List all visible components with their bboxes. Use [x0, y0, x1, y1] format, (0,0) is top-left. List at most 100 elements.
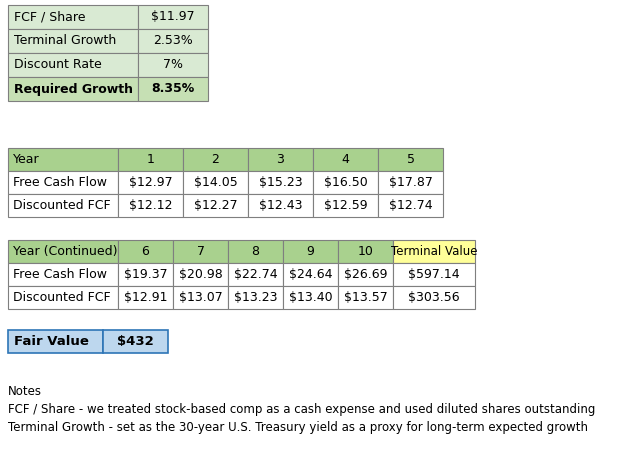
FancyBboxPatch shape [103, 330, 168, 353]
Text: $26.69: $26.69 [344, 268, 387, 281]
Text: 9: 9 [307, 245, 314, 258]
Text: 4: 4 [342, 153, 349, 166]
Text: 7%: 7% [163, 59, 183, 71]
Text: Required Growth: Required Growth [14, 83, 133, 95]
Text: Free Cash Flow: Free Cash Flow [13, 176, 107, 189]
FancyBboxPatch shape [138, 29, 208, 53]
FancyBboxPatch shape [138, 77, 208, 101]
Text: $15.23: $15.23 [259, 176, 302, 189]
Text: $12.59: $12.59 [324, 199, 367, 212]
Text: Terminal Growth - set as the 30-year U.S. Treasury yield as a proxy for long-ter: Terminal Growth - set as the 30-year U.S… [8, 421, 588, 434]
Text: 10: 10 [358, 245, 373, 258]
Text: $17.87: $17.87 [388, 176, 433, 189]
Text: $16.50: $16.50 [324, 176, 367, 189]
FancyBboxPatch shape [248, 171, 313, 194]
FancyBboxPatch shape [138, 5, 208, 29]
Text: 8: 8 [252, 245, 259, 258]
FancyBboxPatch shape [393, 240, 475, 263]
FancyBboxPatch shape [8, 286, 118, 309]
FancyBboxPatch shape [338, 240, 393, 263]
FancyBboxPatch shape [313, 148, 378, 171]
FancyBboxPatch shape [8, 263, 118, 286]
Text: $11.97: $11.97 [151, 11, 195, 24]
Text: Free Cash Flow: Free Cash Flow [13, 268, 107, 281]
FancyBboxPatch shape [8, 240, 118, 263]
Text: Terminal Value: Terminal Value [391, 245, 477, 258]
FancyBboxPatch shape [8, 29, 138, 53]
Text: Year (Continued): Year (Continued) [13, 245, 118, 258]
Text: $19.37: $19.37 [124, 268, 167, 281]
FancyBboxPatch shape [393, 263, 475, 286]
Text: Discount Rate: Discount Rate [14, 59, 102, 71]
FancyBboxPatch shape [173, 263, 228, 286]
FancyBboxPatch shape [118, 240, 173, 263]
FancyBboxPatch shape [183, 148, 248, 171]
Text: 3: 3 [276, 153, 284, 166]
FancyBboxPatch shape [8, 148, 118, 171]
Text: FCF / Share: FCF / Share [14, 11, 86, 24]
FancyBboxPatch shape [228, 240, 283, 263]
Text: $303.56: $303.56 [408, 291, 460, 304]
Text: Fair Value: Fair Value [14, 335, 89, 348]
FancyBboxPatch shape [228, 286, 283, 309]
Text: 7: 7 [196, 245, 205, 258]
Text: $12.91: $12.91 [124, 291, 167, 304]
FancyBboxPatch shape [8, 194, 118, 217]
FancyBboxPatch shape [8, 77, 138, 101]
FancyBboxPatch shape [118, 148, 183, 171]
FancyBboxPatch shape [313, 194, 378, 217]
Text: 2: 2 [212, 153, 220, 166]
Text: $13.07: $13.07 [179, 291, 222, 304]
Text: $13.23: $13.23 [234, 291, 277, 304]
Text: $597.14: $597.14 [408, 268, 460, 281]
FancyBboxPatch shape [313, 171, 378, 194]
Text: Discounted FCF: Discounted FCF [13, 291, 111, 304]
FancyBboxPatch shape [8, 53, 138, 77]
Text: $13.57: $13.57 [344, 291, 387, 304]
FancyBboxPatch shape [8, 330, 103, 353]
FancyBboxPatch shape [138, 53, 208, 77]
FancyBboxPatch shape [8, 171, 118, 194]
FancyBboxPatch shape [183, 194, 248, 217]
FancyBboxPatch shape [118, 263, 173, 286]
Text: 2.53%: 2.53% [153, 35, 193, 47]
FancyBboxPatch shape [393, 286, 475, 309]
Text: Year: Year [13, 153, 40, 166]
Text: $22.74: $22.74 [234, 268, 277, 281]
Text: Terminal Growth: Terminal Growth [14, 35, 116, 47]
FancyBboxPatch shape [378, 148, 443, 171]
FancyBboxPatch shape [8, 5, 138, 29]
FancyBboxPatch shape [228, 263, 283, 286]
FancyBboxPatch shape [338, 286, 393, 309]
Text: 5: 5 [406, 153, 415, 166]
Text: $24.64: $24.64 [289, 268, 332, 281]
Text: Notes: Notes [8, 385, 42, 398]
Text: 6: 6 [141, 245, 149, 258]
FancyBboxPatch shape [173, 286, 228, 309]
FancyBboxPatch shape [378, 194, 443, 217]
FancyBboxPatch shape [248, 148, 313, 171]
FancyBboxPatch shape [378, 171, 443, 194]
FancyBboxPatch shape [338, 263, 393, 286]
FancyBboxPatch shape [118, 194, 183, 217]
FancyBboxPatch shape [283, 240, 338, 263]
Text: Discounted FCF: Discounted FCF [13, 199, 111, 212]
Text: $12.27: $12.27 [194, 199, 237, 212]
Text: $12.97: $12.97 [129, 176, 172, 189]
Text: $12.74: $12.74 [388, 199, 432, 212]
FancyBboxPatch shape [118, 286, 173, 309]
Text: FCF / Share - we treated stock-based comp as a cash expense and used diluted sha: FCF / Share - we treated stock-based com… [8, 403, 595, 416]
Text: $14.05: $14.05 [194, 176, 237, 189]
FancyBboxPatch shape [283, 286, 338, 309]
Text: $12.12: $12.12 [129, 199, 172, 212]
FancyBboxPatch shape [283, 263, 338, 286]
Text: 1: 1 [147, 153, 154, 166]
Text: $20.98: $20.98 [179, 268, 222, 281]
FancyBboxPatch shape [173, 240, 228, 263]
Text: $432: $432 [117, 335, 154, 348]
FancyBboxPatch shape [183, 171, 248, 194]
Text: 8.35%: 8.35% [152, 83, 195, 95]
FancyBboxPatch shape [118, 171, 183, 194]
FancyBboxPatch shape [248, 194, 313, 217]
Text: $13.40: $13.40 [289, 291, 332, 304]
